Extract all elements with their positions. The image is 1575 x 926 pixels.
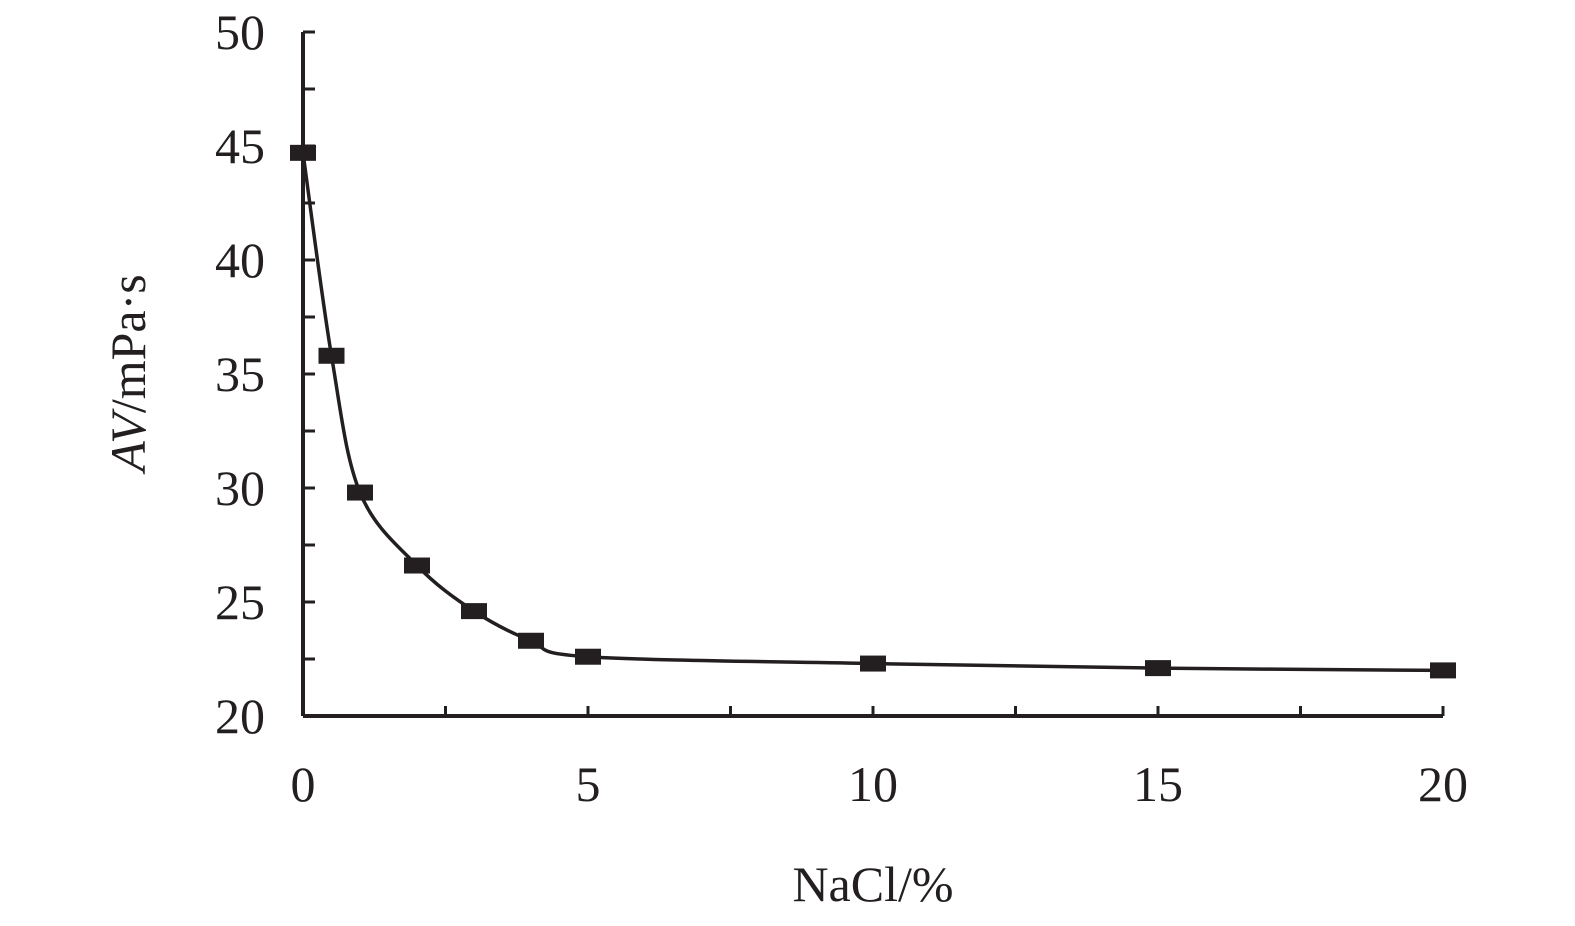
data-point-marker <box>1430 662 1456 679</box>
data-point-marker <box>1145 660 1171 677</box>
x-tick-label: 20 <box>1418 756 1468 812</box>
x-tick-label: 10 <box>848 756 898 812</box>
x-tick-label: 0 <box>291 756 316 812</box>
y-tick-label: 35 <box>215 346 265 402</box>
data-point-marker <box>290 144 316 161</box>
data-point-marker <box>860 655 886 672</box>
y-tick-label: 20 <box>215 688 265 744</box>
y-tick-label: 30 <box>215 460 265 516</box>
data-line <box>301 152 1444 673</box>
data-point-marker <box>518 632 544 649</box>
data-point-marker <box>461 603 487 620</box>
y-tick-label: 45 <box>215 118 265 174</box>
ticks: 20 25 30 35 40 45 50 0 5 10 15 20 <box>215 4 1468 812</box>
y-tick-label: 25 <box>215 574 265 630</box>
y-axis-label: AV/mPa·s <box>100 274 156 475</box>
x-tick-label: 15 <box>1133 756 1183 812</box>
y-axis-label-unit: /mPa·s <box>100 274 156 413</box>
data-point-marker <box>404 557 430 574</box>
data-point-marker <box>318 347 345 364</box>
y-axis-label-quantity: AV <box>100 408 156 475</box>
x-axis-label: NaCl/% <box>792 856 953 912</box>
data-point-marker <box>575 648 601 665</box>
y-tick-label: 50 <box>215 4 265 60</box>
data-point-marker <box>347 484 373 501</box>
y-tick-label: 40 <box>215 232 265 288</box>
x-tick-label: 5 <box>576 756 601 812</box>
data-markers <box>290 144 1456 679</box>
